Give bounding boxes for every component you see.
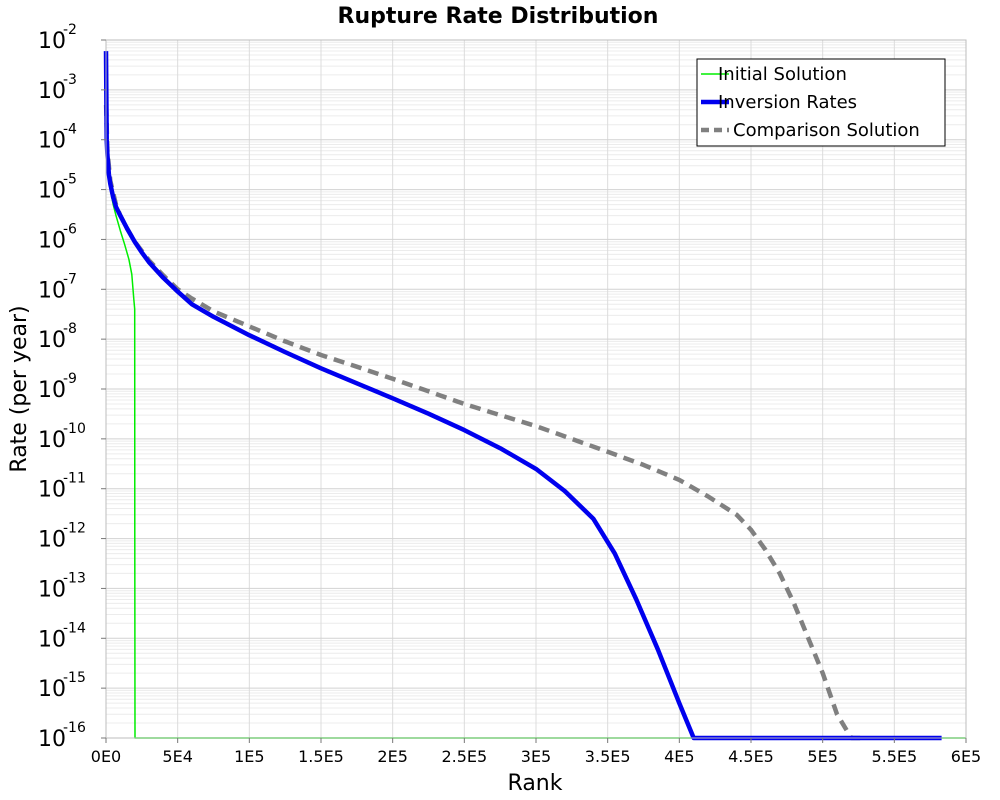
x-tick-label: 5E4 (162, 747, 192, 766)
y-tick-label-base: 10 (38, 179, 66, 204)
y-tick-label-base: 10 (38, 328, 66, 353)
legend-label: Comparison Solution (733, 120, 920, 141)
y-tick-label: 10-7 (38, 271, 77, 303)
y-tick-label-base: 10 (38, 378, 66, 403)
y-tick-label: 10-4 (38, 122, 77, 154)
x-tick-label: 1.5E5 (298, 747, 344, 766)
y-tick-label-base: 10 (38, 478, 66, 503)
y-tick-label-exponent: -3 (63, 72, 77, 88)
x-tick-labels: 0E0 5E4 1E5 1.5E5 2E5 2.5E5 3E5 3.5E5 4E5 4.5E5 5E… (91, 738, 981, 766)
x-tick-label: 4.5E5 (728, 747, 774, 766)
y-tick-label-exponent: -16 (63, 720, 86, 736)
legend-box (696, 58, 946, 147)
chart-title: Rupture Rate Distribution (338, 4, 659, 29)
y-tick-label-base: 10 (38, 428, 66, 453)
y-tick-label-exponent: -14 (63, 620, 86, 636)
y-tick-label: 10-3 (38, 72, 77, 104)
y-tick-label-base: 10 (38, 129, 66, 154)
y-tick-label-exponent: -15 (63, 670, 86, 686)
y-tick-label-base: 10 (38, 228, 66, 253)
y-tick-label: 10-12 (38, 521, 86, 553)
y-tick-label: 10-6 (38, 221, 77, 253)
x-tick-label: 2E5 (377, 747, 407, 766)
y-tick-label: 10-2 (38, 22, 77, 54)
y-tick-label-exponent: -2 (63, 22, 77, 38)
y-tick-label-exponent: -7 (63, 271, 77, 287)
y-tick-labels: 10-1610-1510-1410-1310-1210-1110-1010-91… (38, 22, 106, 752)
x-tick-label: 1E5 (234, 747, 264, 766)
legend-label: Initial Solution (718, 64, 847, 85)
y-tick-label-exponent: -4 (63, 122, 77, 138)
x-tick-label: 4E5 (664, 747, 694, 766)
y-tick-label-exponent: -11 (63, 471, 86, 487)
y-tick-label-base: 10 (38, 278, 66, 303)
y-tick-label-exponent: -8 (63, 321, 77, 337)
y-tick-label: 10-14 (38, 620, 86, 652)
legend-label: Inversion Rates (718, 92, 857, 113)
y-tick-label-exponent: -10 (63, 421, 86, 437)
y-tick-label-base: 10 (38, 29, 66, 54)
y-tick-label-base: 10 (38, 627, 66, 652)
y-tick-label-exponent: -9 (63, 371, 77, 387)
y-tick-label-base: 10 (38, 727, 66, 752)
y-tick-label: 10-8 (38, 321, 77, 353)
y-tick-label: 10-16 (38, 720, 86, 752)
y-tick-label-base: 10 (38, 677, 66, 702)
x-tick-label: 5.5E5 (871, 747, 917, 766)
legend: Initial Solution Inversion Rates Compariso… (696, 58, 946, 147)
y-tick-label: 10-10 (38, 421, 86, 453)
y-axis-label: Rate (per year) (7, 305, 32, 472)
y-tick-label: 10-11 (38, 471, 86, 503)
x-tick-label: 3E5 (521, 747, 551, 766)
x-tick-label: 3.5E5 (585, 747, 631, 766)
y-tick-label-base: 10 (38, 528, 66, 553)
y-tick-label-base: 10 (38, 79, 66, 104)
x-tick-label: 2.5E5 (441, 747, 487, 766)
y-tick-label: 10-15 (38, 670, 86, 702)
y-tick-label-exponent: -13 (63, 570, 86, 586)
x-tick-label: 0E0 (91, 747, 121, 766)
y-tick-label-exponent: -6 (63, 221, 77, 237)
y-tick-label-exponent: -5 (63, 172, 77, 188)
y-tick-label-exponent: -12 (63, 521, 86, 537)
y-tick-label: 10-9 (38, 371, 77, 403)
x-tick-label: 5E5 (807, 747, 837, 766)
y-tick-label: 10-5 (38, 172, 77, 204)
y-tick-label-base: 10 (38, 577, 66, 602)
x-tick-label: 6E5 (951, 747, 981, 766)
x-axis-label: Rank (508, 771, 563, 796)
y-tick-label: 10-13 (38, 570, 86, 602)
